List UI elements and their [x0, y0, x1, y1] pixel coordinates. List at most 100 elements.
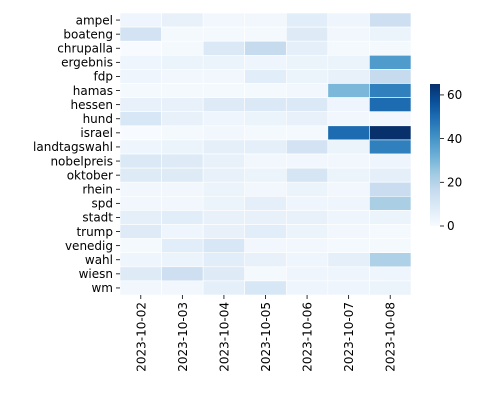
heatmap-cell — [285, 97, 329, 112]
heatmap-cell — [202, 83, 246, 98]
heatmap-cell — [369, 40, 412, 56]
y-tick-label: oktober — [67, 168, 113, 182]
heatmap-cell — [161, 26, 204, 42]
heatmap-cell — [369, 210, 412, 225]
y-tick-label: spd — [92, 197, 114, 211]
heatmap-cell — [119, 210, 162, 225]
heatmap-cell — [369, 54, 412, 70]
heatmap-cell — [369, 252, 412, 268]
heatmap-cell — [285, 83, 329, 98]
heatmap-cell — [119, 125, 162, 141]
heatmap-cell — [119, 224, 162, 239]
heatmap-cell — [327, 280, 370, 296]
y-tick-label: chrupalla — [57, 41, 113, 55]
heatmap-cell — [202, 252, 246, 268]
y-tick-label: ergebnis — [61, 56, 113, 70]
heatmap-cell — [369, 224, 412, 239]
heatmap-cell — [119, 97, 162, 112]
heatmap-cell — [327, 252, 370, 268]
heatmap-cell — [327, 224, 370, 239]
heatmap-cell — [161, 139, 204, 155]
heatmap-cell — [369, 111, 412, 127]
heatmap-cell — [244, 238, 287, 254]
x-tick-label: 2023-10-08 — [384, 302, 398, 372]
heatmap-cell — [244, 97, 287, 112]
heatmap-cell — [202, 12, 246, 28]
heatmap-cell — [161, 266, 204, 282]
x-tick-label: 2023-10-05 — [259, 302, 273, 372]
heatmap-cell — [244, 153, 287, 169]
heatmap-cell — [285, 266, 329, 282]
heatmap-cell — [285, 153, 329, 169]
heatmap-cell — [202, 181, 246, 197]
y-tick-label: israel — [80, 126, 113, 140]
y-tick-label: nobelpreis — [50, 154, 113, 168]
heatmap-cell — [369, 139, 412, 155]
heatmap-cell — [369, 125, 412, 141]
heatmap-cell — [244, 69, 287, 84]
heatmap-cell — [161, 54, 204, 70]
heatmap-cell — [285, 224, 329, 239]
y-tick-label: hamas — [73, 84, 113, 98]
heatmap-cell — [202, 111, 246, 127]
heatmap-cell — [369, 167, 412, 183]
heatmap-cell — [285, 181, 329, 197]
heatmap-cell — [285, 210, 329, 225]
heatmap-cell — [369, 12, 412, 28]
heatmap-cell — [244, 210, 287, 225]
heatmap-cell — [119, 83, 162, 98]
heatmap-cell — [327, 167, 370, 183]
colorbar-tick-label: 60 — [447, 88, 462, 102]
y-tick-labels: ampelboatengchrupallaergebnisfdphamashes… — [33, 13, 120, 295]
heatmap-cell — [161, 69, 204, 84]
heatmap-cell — [327, 196, 370, 211]
heatmap-cell — [244, 167, 287, 183]
heatmap-cell — [119, 40, 162, 56]
heatmap-cell — [161, 252, 204, 268]
heatmap-cell — [244, 83, 287, 98]
heatmap-cell — [161, 224, 204, 239]
heatmap-cell — [119, 181, 162, 197]
heatmap-cell — [119, 196, 162, 211]
heatmap-cell — [202, 54, 246, 70]
y-tick-label: boateng — [63, 27, 113, 41]
heatmap-cell — [285, 280, 329, 296]
heatmap-cell — [161, 125, 204, 141]
heatmap-cell — [202, 69, 246, 84]
heatmap-cell — [285, 125, 329, 141]
heatmap-cell — [161, 196, 204, 211]
heatmap-cell — [327, 69, 370, 84]
heatmap-cell — [327, 153, 370, 169]
heatmap-cell — [244, 266, 287, 282]
heatmap-cell — [202, 125, 246, 141]
heatmap-cell — [119, 280, 162, 296]
heatmap-cell — [369, 196, 412, 211]
colorbar-tick-label: 0 — [447, 219, 455, 233]
heatmap-cell — [369, 69, 412, 84]
heatmap-cell — [285, 40, 329, 56]
colorbar: 0 20 40 60 — [430, 84, 462, 233]
heatmap-cell — [202, 167, 246, 183]
y-tick-label: trump — [76, 225, 113, 239]
y-tick-label: wahl — [85, 253, 113, 267]
x-tick-labels: 2023-10-02 2023-10-03 2023-10-04 2023-10-05… — [134, 295, 398, 372]
heatmap-cell — [161, 210, 204, 225]
heatmap-cell — [244, 54, 287, 70]
heatmap-cell — [285, 26, 329, 42]
heatmap-cell — [119, 111, 162, 127]
heatmap-cell — [119, 69, 162, 84]
heatmap-cell — [161, 40, 204, 56]
colorbar-tick-label: 20 — [447, 176, 462, 190]
x-tick-label: 2023-10-02 — [134, 302, 148, 372]
heatmap-cell — [327, 54, 370, 70]
heatmap-cell — [119, 26, 162, 42]
heatmap-cell — [285, 12, 329, 28]
x-tick-label: 2023-10-04 — [217, 302, 231, 372]
heatmap-cell — [244, 181, 287, 197]
heatmap-cell — [369, 181, 412, 197]
heatmap-cell — [369, 280, 412, 296]
heatmap-cell — [285, 196, 329, 211]
heatmap-cell — [285, 69, 329, 84]
heatmap-cell — [369, 238, 412, 254]
heatmap-cell — [119, 12, 162, 28]
